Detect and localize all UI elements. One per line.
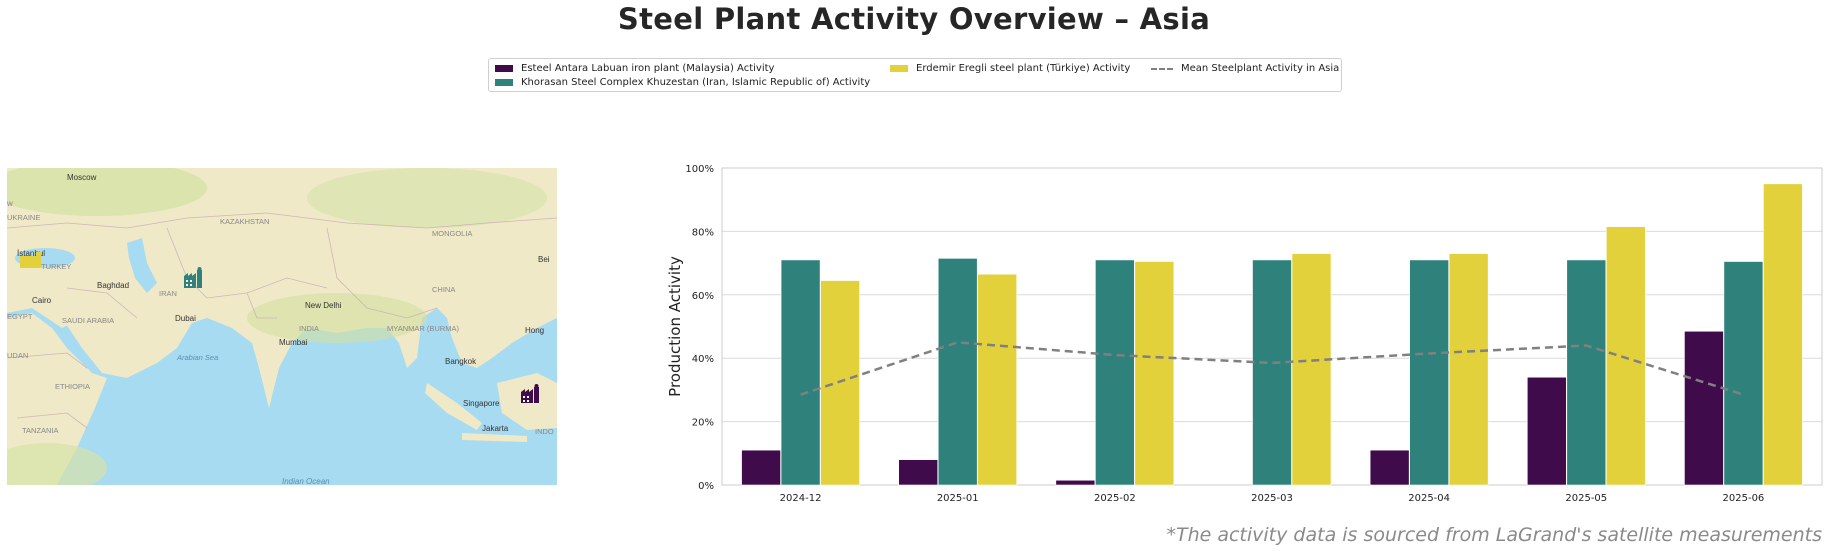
- map-label-ukraine: UKRAINE: [7, 213, 40, 222]
- map-vegetation-4: [7, 443, 107, 485]
- bar: [820, 280, 860, 486]
- bar: [1605, 226, 1646, 486]
- y-tick-label: 0%: [698, 481, 714, 492]
- map-label-mongolia: MONGOLIA: [432, 229, 472, 238]
- legend-item-mean: Mean Steelplant Activity in Asia: [1151, 63, 1339, 74]
- map-label-indo: INDO: [535, 427, 554, 436]
- x-tick-label: 2025-02: [1094, 493, 1136, 504]
- bar: [1409, 259, 1449, 486]
- map-land-java: [462, 433, 527, 442]
- bar: [1095, 259, 1135, 486]
- bar: [1763, 183, 1803, 486]
- legend-swatch-mean: [1151, 67, 1173, 70]
- bar: [1134, 261, 1175, 486]
- bar: [1448, 253, 1489, 486]
- map-label-ethiopia: ETHIOPIA: [55, 382, 90, 391]
- map-label-kazakhstan: KAZAKHSTAN: [220, 217, 269, 226]
- map-label-myanmar: MYANMAR (BURMA): [387, 324, 459, 333]
- mean-activity-line: [800, 341, 1744, 396]
- bar: [1566, 259, 1607, 486]
- plant-location-map[interactable]: Moscow w UKRAINE KAZAKHSTAN MONGOLIA İst…: [7, 168, 557, 485]
- map-label-egypt: EGYPT: [7, 312, 33, 321]
- map-label-bangkok: Bangkok: [445, 357, 477, 366]
- legend-label-khorasan: Khorasan Steel Complex Khuzestan (Iran, …: [521, 77, 871, 88]
- map-label-sudan: UDAN: [7, 351, 28, 360]
- map-vegetation-3: [247, 293, 427, 343]
- y-tick-label: 100%: [685, 164, 714, 175]
- map-land-sumatra: [425, 383, 482, 430]
- map-label-turkey: TURKEY: [41, 262, 71, 271]
- map-label-istanbul: İstanbul: [17, 249, 45, 258]
- bar: [977, 273, 1018, 486]
- y-tick-label: 40%: [692, 354, 714, 365]
- plot-frame: [721, 167, 1823, 486]
- bar: [898, 459, 939, 486]
- factory-icon[interactable]: [184, 267, 202, 288]
- y-tick-label: 80%: [692, 227, 714, 238]
- legend-item-khorasan: Khorasan Steel Complex Khuzestan (Iran, …: [495, 77, 870, 88]
- legend-swatch-esteel: [495, 65, 513, 72]
- bar: [1369, 449, 1410, 486]
- map-label-hong: Hong: [525, 326, 544, 335]
- data-source-footnote: *The activity data is sourced from LaGra…: [1166, 524, 1822, 546]
- y-axis-label: Production Activity: [666, 256, 684, 397]
- legend-item-erdemir: Erdemir Eregli steel plant (Türkiye) Act…: [890, 63, 1130, 74]
- x-tick-label: 2025-01: [937, 493, 979, 504]
- map-label-saudi: SAUDI ARABIA: [62, 316, 114, 325]
- map-label-china: CHINA: [432, 285, 455, 294]
- map-label-new-delhi: New Delhi: [305, 301, 342, 310]
- map-label-cairo: Cairo: [32, 296, 52, 305]
- map-canvas: Moscow w UKRAINE KAZAKHSTAN MONGOLIA İst…: [7, 168, 557, 485]
- bar: [780, 259, 821, 486]
- legend-label-erdemir: Erdemir Eregli steel plant (Türkiye) Act…: [916, 63, 1131, 74]
- legend-label-esteel: Esteel Antara Labuan iron plant (Malaysi…: [521, 63, 775, 74]
- map-vegetation-1: [7, 168, 207, 216]
- map-label-jakarta: Jakarta: [482, 424, 509, 433]
- map-label-tanzania: TANZANIA: [22, 426, 59, 435]
- chart-legend: Esteel Antara Labuan iron plant (Malaysi…: [488, 58, 1342, 92]
- bar: [741, 449, 781, 486]
- legend-item-esteel: Esteel Antara Labuan iron plant (Malaysi…: [495, 63, 774, 74]
- bar: [1252, 259, 1292, 486]
- map-label-arabian-sea: Arabian Sea: [176, 353, 218, 362]
- map-label-moscow: Moscow: [67, 173, 97, 182]
- legend-swatch-khorasan: [495, 79, 513, 86]
- map-label-india: INDIA: [299, 324, 319, 333]
- bar: [1055, 479, 1096, 486]
- map-borders: [7, 212, 557, 429]
- legend-label-mean: Mean Steelplant Activity in Asia: [1181, 63, 1340, 74]
- map-label-indian-ocean: Indian Ocean: [282, 477, 330, 485]
- map-caspian-sea: [127, 238, 157, 293]
- map-label-w: w: [7, 199, 13, 208]
- y-tick-label: 60%: [692, 291, 714, 302]
- map-label-mumbai: Mumbai: [279, 338, 308, 347]
- y-tick-label: 20%: [692, 418, 714, 429]
- chart-title: Steel Plant Activity Overview – Asia: [617, 2, 1211, 36]
- map-label-baghdad: Baghdad: [97, 281, 129, 290]
- factory-icon[interactable]: [20, 252, 41, 268]
- map-label-bei: Bei: [538, 255, 550, 264]
- bar: [1684, 330, 1724, 486]
- x-tick-label: 2024-12: [780, 493, 822, 504]
- map-label-singapore: Singapore: [463, 399, 500, 408]
- map-vegetation-2: [307, 168, 547, 228]
- bar: [1291, 253, 1332, 486]
- bar: [937, 258, 978, 486]
- map-land-arabia: [62, 303, 177, 378]
- bar: [1723, 261, 1764, 486]
- x-tick-label: 2025-03: [1251, 493, 1293, 504]
- x-tick-label: 2025-05: [1565, 493, 1607, 504]
- map-label-iran: IRAN: [159, 289, 177, 298]
- x-tick-label: 2025-04: [1408, 493, 1450, 504]
- x-tick-label: 2025-06: [1723, 493, 1765, 504]
- map-label-dubai: Dubai: [175, 314, 196, 323]
- legend-swatch-erdemir: [890, 65, 908, 72]
- map-land-eurasia: [7, 168, 557, 408]
- map-labels: Moscow w UKRAINE KAZAKHSTAN MONGOLIA İst…: [7, 173, 554, 485]
- factory-icon[interactable]: [521, 384, 539, 403]
- bar: [1526, 376, 1567, 486]
